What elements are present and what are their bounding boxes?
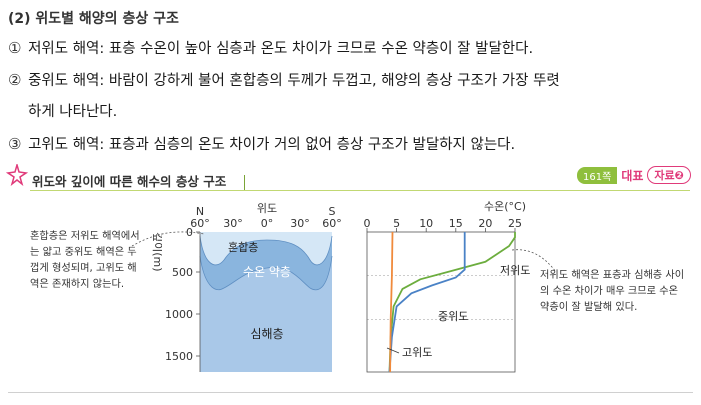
ref-number: ❷ [674,169,684,182]
ref-source: 자료❷ [647,166,691,184]
temperature-profile-chart: 0 5 10 15 20 25 수온(°C) 저위도 중위도 고위도 [364,200,530,373]
label-leader [386,347,400,354]
left-note-leader [131,231,205,247]
list-item: ① 저위도 해역: 표층 수온이 높아 심층과 온도 차이가 크므로 수온 약층… [8,37,533,58]
chart-axes: 0 5 10 15 20 25 [364,217,522,373]
right-note-leader [511,249,557,273]
depth-axis-label: 깊이(m) [151,232,162,272]
depth-tick: 1000 [165,308,193,321]
chart-frame [366,231,516,373]
x-tick-label: 25 [508,217,522,230]
lat-tick: 30° [290,217,310,230]
x-tick-label: 5 [393,217,400,230]
south-label: S [329,205,336,218]
thermocline-bottom-boundary [199,255,333,291]
ref-source-label: 자료 [654,169,675,182]
series-label-mid-latitude: 중위도 [438,310,468,323]
left-note: 혼합층은 저위도 해역에서는 얇고 중위도 해역은 두껍게 형성되며, 고위도 … [30,231,140,290]
chart-xlabel: 수온(°C) [484,200,526,213]
mixed-layer-boundary [199,235,333,266]
sparkle-icon [6,164,28,186]
item-text: 고위도 해역: 표층과 심층의 온도 차이가 거의 없어 층상 구조가 발달하지… [28,137,516,153]
series-line [389,231,394,373]
depth-tick: 1500 [165,350,193,363]
list-item: ② 중위도 해역: 바람이 강하게 불어 혼합층의 두께가 두껍고, 해양의 층… [8,69,560,90]
series-label-low-latitude: 저위도 [500,264,530,277]
item-number: ② [8,71,22,89]
x-tick-label: 0 [364,217,371,230]
right-note: 저위도 해역은 표층과 심해층 사이의 수온 차이가 매우 크므로 수온 약층이… [540,270,685,313]
item-text: 중위도 해역: 바람이 강하게 불어 혼합층의 두께가 두껍고, 해양의 층상 … [28,73,560,89]
x-tick-label: 10 [419,217,433,230]
latitude-section-diagram: 위도 N S 60° 30° 0° 30° 60° 0 500 1000 150… [165,202,342,372]
section-heading: (2) 위도별 해양의 층상 구조 [8,11,179,27]
figure-title: 위도와 깊이에 따른 해수의 층상 구조 [32,174,227,189]
series-line [388,232,466,373]
item-number: ③ [8,135,22,153]
bottom-rule [8,392,693,393]
mixed-layer [200,232,332,265]
north-label: N [196,205,204,218]
lat-tick: 60° [190,217,210,230]
list-item: ③ 고위도 해역: 표층과 심층의 온도 차이가 거의 없어 층상 구조가 발달… [8,133,515,154]
series-label-high-latitude: 고위도 [402,346,432,359]
item-number: ① [8,39,22,57]
deep-layer-label: 심해층 [250,327,283,341]
lat-tick: 30° [223,217,243,230]
item-text: 저위도 해역: 표층 수온이 높아 심층과 온도 차이가 크므로 수온 약층이 … [28,41,534,57]
x-tick-label: 20 [478,217,492,230]
list-item-continuation: 하게 나타난다. [28,100,117,121]
title-rule [30,190,690,191]
title-divider [244,175,245,190]
x-tick-label: 15 [449,217,463,230]
reference-badge: 161쪽 대표 자료❷ [577,166,691,184]
ref-page: 161쪽 [577,166,618,184]
item-text: 하게 나타난다. [28,104,118,120]
mixed-layer-label: 혼합층 [228,241,258,254]
chart-series [388,231,516,373]
lat-title: 위도 [257,202,277,215]
series-line [388,232,516,373]
lat-tick: 0° [261,217,274,230]
thermocline-label: 수온 약층 [243,264,291,279]
lat-tick: 60° [322,217,342,230]
ref-type: 대표 [621,168,644,183]
depth-tick: 500 [172,266,193,279]
depth-axis-label-text: 깊이(m) [151,232,162,272]
